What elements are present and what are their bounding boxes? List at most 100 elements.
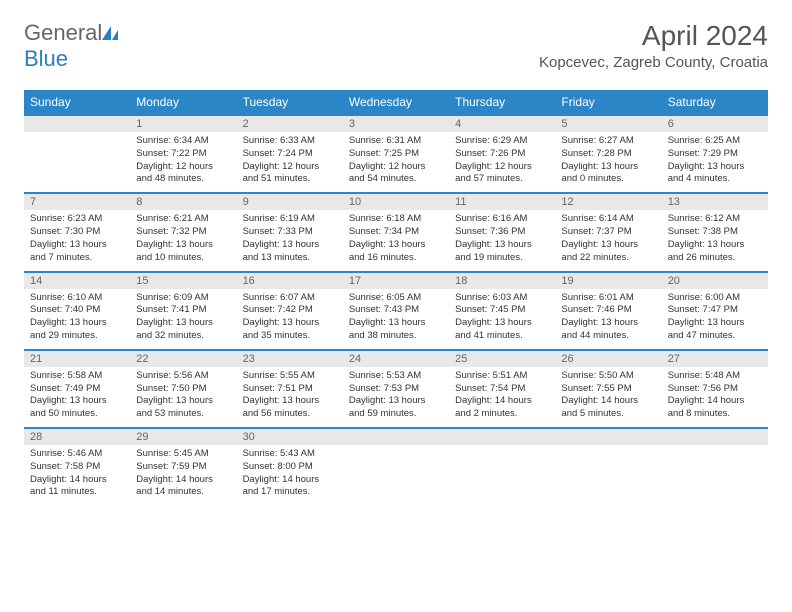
day-cell bbox=[662, 428, 768, 506]
day-number bbox=[24, 116, 130, 132]
day-header-row: SundayMondayTuesdayWednesdayThursdayFrid… bbox=[24, 90, 768, 115]
daylight-text: Daylight: 13 hours and 19 minutes. bbox=[455, 239, 549, 265]
day-number bbox=[343, 429, 449, 445]
sunset-text: Sunset: 8:00 PM bbox=[243, 461, 337, 474]
sunrise-text: Sunrise: 5:55 AM bbox=[243, 370, 337, 383]
day-details: Sunrise: 6:34 AMSunset: 7:22 PMDaylight:… bbox=[130, 132, 236, 192]
sunset-text: Sunset: 7:45 PM bbox=[455, 304, 549, 317]
daylight-text: Daylight: 13 hours and 22 minutes. bbox=[561, 239, 655, 265]
day-cell: 8Sunrise: 6:21 AMSunset: 7:32 PMDaylight… bbox=[130, 193, 236, 271]
day-number: 3 bbox=[343, 116, 449, 132]
logo-part1: General bbox=[24, 20, 102, 45]
sunset-text: Sunset: 7:30 PM bbox=[30, 226, 124, 239]
day-cell: 1Sunrise: 6:34 AMSunset: 7:22 PMDaylight… bbox=[130, 115, 236, 193]
day-header: Wednesday bbox=[343, 90, 449, 115]
day-details: Sunrise: 6:31 AMSunset: 7:25 PMDaylight:… bbox=[343, 132, 449, 192]
day-details: Sunrise: 6:03 AMSunset: 7:45 PMDaylight:… bbox=[449, 289, 555, 349]
day-cell: 17Sunrise: 6:05 AMSunset: 7:43 PMDayligh… bbox=[343, 272, 449, 350]
daylight-text: Daylight: 12 hours and 57 minutes. bbox=[455, 161, 549, 187]
day-cell: 3Sunrise: 6:31 AMSunset: 7:25 PMDaylight… bbox=[343, 115, 449, 193]
sunset-text: Sunset: 7:59 PM bbox=[136, 461, 230, 474]
sunrise-text: Sunrise: 6:10 AM bbox=[30, 292, 124, 305]
daylight-text: Daylight: 13 hours and 16 minutes. bbox=[349, 239, 443, 265]
day-details bbox=[24, 132, 130, 182]
day-details: Sunrise: 6:25 AMSunset: 7:29 PMDaylight:… bbox=[662, 132, 768, 192]
sunrise-text: Sunrise: 5:45 AM bbox=[136, 448, 230, 461]
day-number: 14 bbox=[24, 273, 130, 289]
daylight-text: Daylight: 14 hours and 14 minutes. bbox=[136, 474, 230, 500]
day-cell: 29Sunrise: 5:45 AMSunset: 7:59 PMDayligh… bbox=[130, 428, 236, 506]
day-details: Sunrise: 6:29 AMSunset: 7:26 PMDaylight:… bbox=[449, 132, 555, 192]
sunset-text: Sunset: 7:50 PM bbox=[136, 383, 230, 396]
day-cell: 23Sunrise: 5:55 AMSunset: 7:51 PMDayligh… bbox=[237, 350, 343, 428]
day-header: Sunday bbox=[24, 90, 130, 115]
sunrise-text: Sunrise: 6:33 AM bbox=[243, 135, 337, 148]
logo-sail-icon bbox=[102, 20, 120, 45]
sunset-text: Sunset: 7:22 PM bbox=[136, 148, 230, 161]
day-cell: 18Sunrise: 6:03 AMSunset: 7:45 PMDayligh… bbox=[449, 272, 555, 350]
day-details bbox=[662, 445, 768, 495]
daylight-text: Daylight: 13 hours and 4 minutes. bbox=[668, 161, 762, 187]
day-details: Sunrise: 5:46 AMSunset: 7:58 PMDaylight:… bbox=[24, 445, 130, 505]
day-details bbox=[449, 445, 555, 495]
sunrise-text: Sunrise: 5:50 AM bbox=[561, 370, 655, 383]
day-cell: 22Sunrise: 5:56 AMSunset: 7:50 PMDayligh… bbox=[130, 350, 236, 428]
month-title: April 2024 bbox=[539, 20, 768, 52]
day-number: 26 bbox=[555, 351, 661, 367]
daylight-text: Daylight: 14 hours and 8 minutes. bbox=[668, 395, 762, 421]
daylight-text: Daylight: 14 hours and 2 minutes. bbox=[455, 395, 549, 421]
day-number: 4 bbox=[449, 116, 555, 132]
sunrise-text: Sunrise: 6:27 AM bbox=[561, 135, 655, 148]
day-number: 12 bbox=[555, 194, 661, 210]
title-block: April 2024 Kopcevec, Zagreb County, Croa… bbox=[539, 20, 768, 71]
header: GeneralBlue April 2024 Kopcevec, Zagreb … bbox=[24, 20, 768, 72]
daylight-text: Daylight: 13 hours and 53 minutes. bbox=[136, 395, 230, 421]
day-number: 24 bbox=[343, 351, 449, 367]
sunrise-text: Sunrise: 6:14 AM bbox=[561, 213, 655, 226]
sunrise-text: Sunrise: 6:25 AM bbox=[668, 135, 762, 148]
sunset-text: Sunset: 7:24 PM bbox=[243, 148, 337, 161]
weeks-body: 1Sunrise: 6:34 AMSunset: 7:22 PMDaylight… bbox=[24, 115, 768, 506]
day-details: Sunrise: 6:07 AMSunset: 7:42 PMDaylight:… bbox=[237, 289, 343, 349]
day-number: 20 bbox=[662, 273, 768, 289]
sunrise-text: Sunrise: 6:31 AM bbox=[349, 135, 443, 148]
day-details: Sunrise: 6:23 AMSunset: 7:30 PMDaylight:… bbox=[24, 210, 130, 270]
sunrise-text: Sunrise: 6:00 AM bbox=[668, 292, 762, 305]
week-row: 21Sunrise: 5:58 AMSunset: 7:49 PMDayligh… bbox=[24, 350, 768, 428]
sunrise-text: Sunrise: 5:46 AM bbox=[30, 448, 124, 461]
week-row: 28Sunrise: 5:46 AMSunset: 7:58 PMDayligh… bbox=[24, 428, 768, 506]
week-row: 7Sunrise: 6:23 AMSunset: 7:30 PMDaylight… bbox=[24, 193, 768, 271]
calendar-table: SundayMondayTuesdayWednesdayThursdayFrid… bbox=[24, 90, 768, 506]
day-cell bbox=[449, 428, 555, 506]
day-cell: 10Sunrise: 6:18 AMSunset: 7:34 PMDayligh… bbox=[343, 193, 449, 271]
day-number: 5 bbox=[555, 116, 661, 132]
day-details: Sunrise: 6:09 AMSunset: 7:41 PMDaylight:… bbox=[130, 289, 236, 349]
daylight-text: Daylight: 13 hours and 50 minutes. bbox=[30, 395, 124, 421]
sunset-text: Sunset: 7:32 PM bbox=[136, 226, 230, 239]
daylight-text: Daylight: 14 hours and 17 minutes. bbox=[243, 474, 337, 500]
day-details: Sunrise: 5:43 AMSunset: 8:00 PMDaylight:… bbox=[237, 445, 343, 505]
day-number: 21 bbox=[24, 351, 130, 367]
day-cell: 11Sunrise: 6:16 AMSunset: 7:36 PMDayligh… bbox=[449, 193, 555, 271]
day-cell: 19Sunrise: 6:01 AMSunset: 7:46 PMDayligh… bbox=[555, 272, 661, 350]
daylight-text: Daylight: 13 hours and 47 minutes. bbox=[668, 317, 762, 343]
location: Kopcevec, Zagreb County, Croatia bbox=[539, 54, 768, 71]
day-header: Tuesday bbox=[237, 90, 343, 115]
week-row: 14Sunrise: 6:10 AMSunset: 7:40 PMDayligh… bbox=[24, 272, 768, 350]
day-cell: 15Sunrise: 6:09 AMSunset: 7:41 PMDayligh… bbox=[130, 272, 236, 350]
day-details: Sunrise: 5:56 AMSunset: 7:50 PMDaylight:… bbox=[130, 367, 236, 427]
day-number: 13 bbox=[662, 194, 768, 210]
day-details bbox=[555, 445, 661, 495]
day-details: Sunrise: 6:19 AMSunset: 7:33 PMDaylight:… bbox=[237, 210, 343, 270]
day-details: Sunrise: 6:14 AMSunset: 7:37 PMDaylight:… bbox=[555, 210, 661, 270]
day-number: 22 bbox=[130, 351, 236, 367]
sunrise-text: Sunrise: 6:16 AM bbox=[455, 213, 549, 226]
daylight-text: Daylight: 13 hours and 29 minutes. bbox=[30, 317, 124, 343]
sunset-text: Sunset: 7:49 PM bbox=[30, 383, 124, 396]
logo-text: GeneralBlue bbox=[24, 20, 120, 72]
day-cell: 7Sunrise: 6:23 AMSunset: 7:30 PMDaylight… bbox=[24, 193, 130, 271]
day-details: Sunrise: 6:05 AMSunset: 7:43 PMDaylight:… bbox=[343, 289, 449, 349]
sunrise-text: Sunrise: 6:29 AM bbox=[455, 135, 549, 148]
day-number: 10 bbox=[343, 194, 449, 210]
day-header: Monday bbox=[130, 90, 236, 115]
